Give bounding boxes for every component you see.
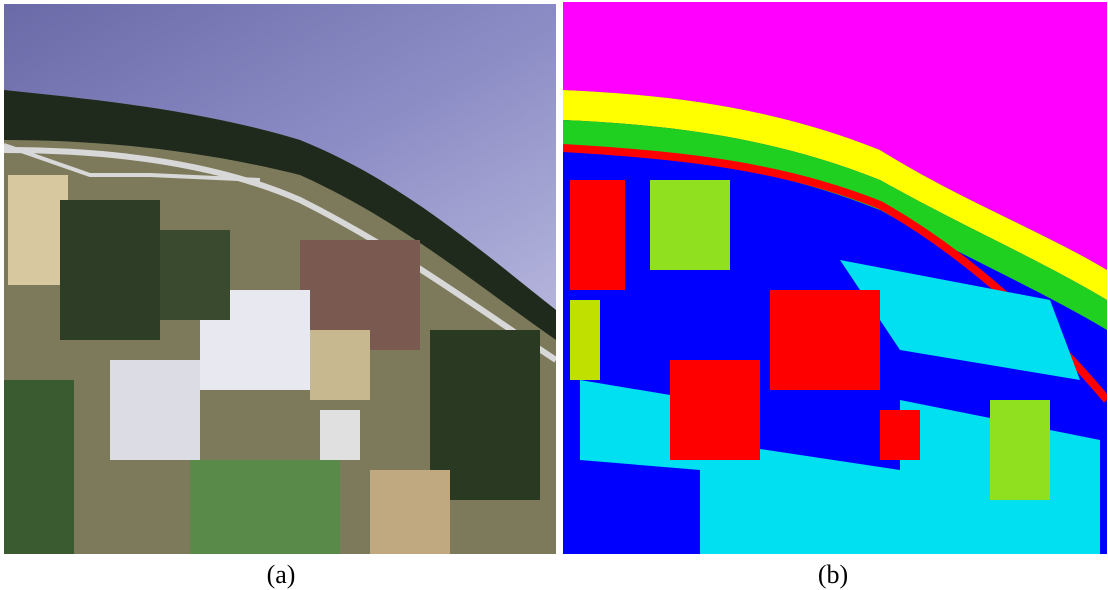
figure: (a) (b) [0, 0, 1108, 590]
panel-label: (b) [818, 560, 848, 589]
classification-map [563, 2, 1107, 554]
page: (a) (b) (() => { const data = JSON.parse… [0, 0, 1108, 590]
aerial-image [4, 4, 556, 554]
panel-label: (a) [267, 560, 296, 589]
